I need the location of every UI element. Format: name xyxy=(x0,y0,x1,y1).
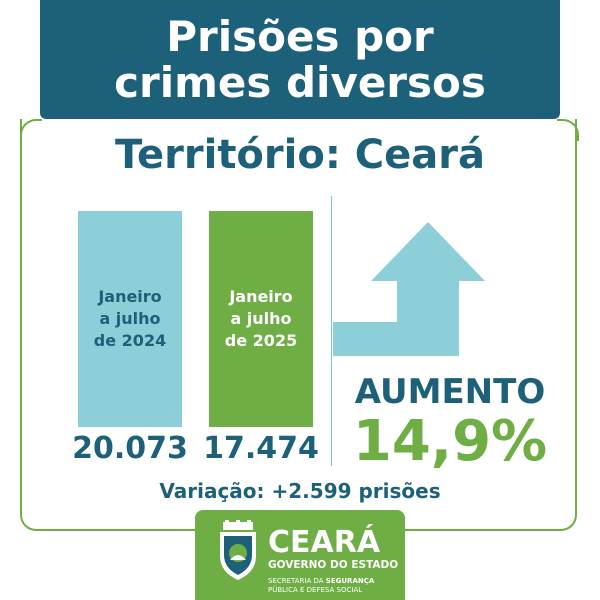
header-banner: Prisões por crimes diversos xyxy=(40,0,560,119)
bar-2024-label-line3: de 2024 xyxy=(93,331,167,350)
increase-label: AUMENTO xyxy=(354,372,546,412)
vertical-divider xyxy=(331,196,332,466)
territory-title: Território: Ceará xyxy=(115,132,485,178)
bar-2024-label-line2: a julho xyxy=(99,309,161,328)
secretariat-line-2: PÚBLICA E DEFESA SOCIAL xyxy=(268,586,363,594)
bar-2025-label-line1: Janeiro xyxy=(229,287,293,306)
bar-2024-label-line1: Janeiro xyxy=(98,287,162,306)
bar-2024: Janeiro a julho de 2024 xyxy=(78,211,182,427)
footer-logo-block: CEARÁ GOVERNO DO ESTADO SECRETARIA DA SE… xyxy=(195,510,405,600)
government-label: GOVERNO DO ESTADO xyxy=(268,559,399,571)
brand-text: CEARÁ GOVERNO DO ESTADO SECRETARIA DA SE… xyxy=(268,528,398,595)
frame-corner-right xyxy=(557,119,579,141)
arrow-up-icon xyxy=(333,222,485,356)
frame-corner-left xyxy=(20,119,42,141)
title-line-2: crimes diversos xyxy=(114,58,486,107)
increase-percent: 14,9% xyxy=(352,409,548,474)
title-line-1: Prisões por xyxy=(166,12,434,61)
brand-name: CEARÁ xyxy=(268,525,381,560)
bar-2025: Janeiro a julho de 2025 xyxy=(209,211,313,427)
state-crest-icon xyxy=(220,520,256,580)
variation-text: Variação: +2.599 prisões xyxy=(159,479,441,503)
bar-2025-label-line3: de 2025 xyxy=(224,331,298,350)
secretariat-line-1: SECRETARIA DA SEGURANÇA xyxy=(268,577,375,585)
bar-2025-label-line2: a julho xyxy=(230,309,292,328)
value-2025: 17.474 xyxy=(203,431,319,466)
value-2024: 20.073 xyxy=(72,431,188,466)
